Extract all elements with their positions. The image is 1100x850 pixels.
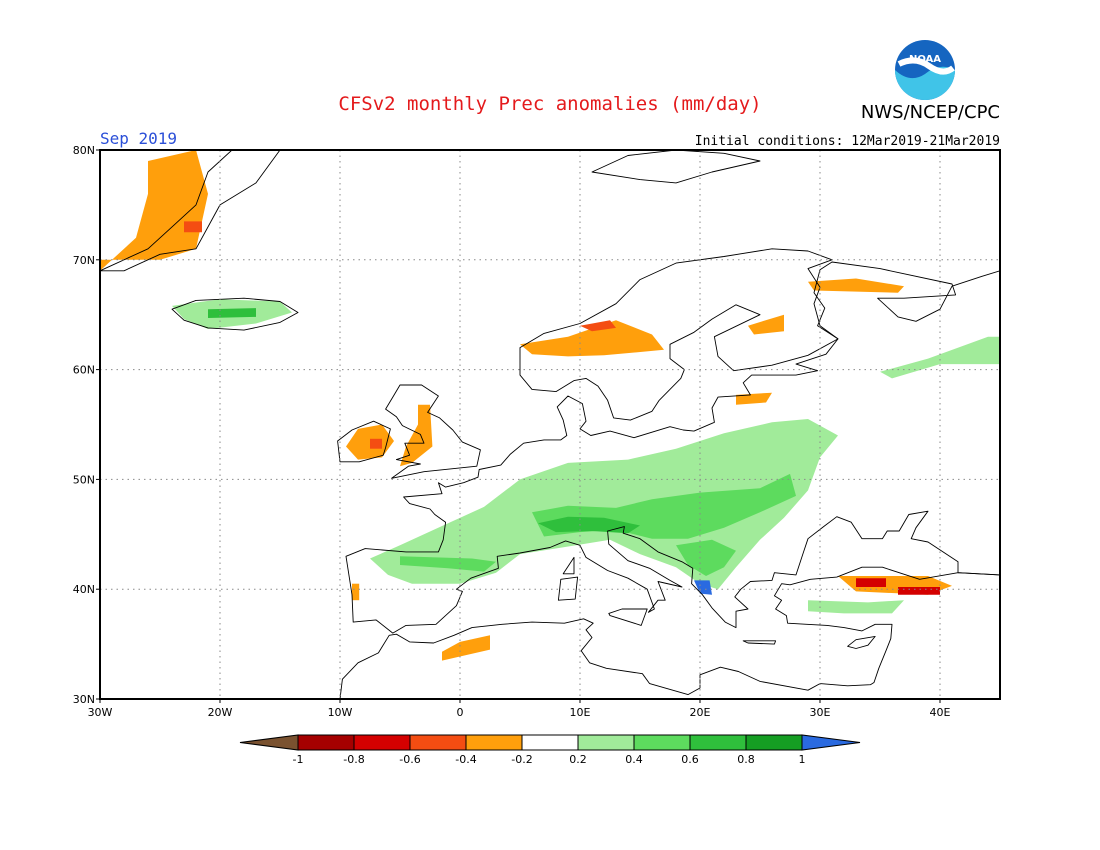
colorbar-swatch bbox=[577, 734, 635, 751]
anomaly-norway-dry bbox=[520, 320, 664, 357]
anomaly-morocco-dry bbox=[442, 635, 490, 661]
coastline-eurasia bbox=[345, 261, 1000, 634]
coastline-corsica bbox=[562, 556, 575, 575]
anomaly-spain-coast-dry bbox=[352, 583, 360, 601]
anomaly-ireland-very-dry bbox=[370, 438, 382, 449]
map-frame bbox=[99, 149, 1001, 700]
colorbar-tick-label: 0.6 bbox=[681, 753, 699, 766]
colorbar-tick-label: 0.4 bbox=[625, 753, 643, 766]
lon-tick-label: 10W bbox=[328, 706, 353, 719]
colorbar-swatch-low-arrow bbox=[239, 734, 299, 751]
colorbar-swatch bbox=[465, 734, 523, 751]
anomaly-albania-very-wet bbox=[694, 580, 712, 595]
colorbar-tick-label: -1 bbox=[293, 753, 304, 766]
coastline-crete bbox=[742, 640, 777, 645]
colorbar-swatch bbox=[353, 734, 411, 751]
colorbar-swatch bbox=[745, 734, 803, 751]
colorbar-tick-label: 1 bbox=[799, 753, 806, 766]
coastline-scandinavia bbox=[519, 248, 839, 421]
anomaly-iberia-wet bbox=[400, 556, 496, 572]
anomaly-turkey-very-dry bbox=[856, 578, 886, 587]
colorbar-swatch bbox=[409, 734, 467, 751]
lon-tick-label: 30E bbox=[810, 706, 831, 719]
map-background bbox=[100, 150, 1000, 699]
colorbar-swatch-high-arrow bbox=[801, 734, 861, 751]
anomaly-anatolia-wet bbox=[808, 600, 904, 614]
axis-labels: 30W 20W 10W 0 10E 20E 30E 40E 30N 40N 50N 60N 70N 80N bbox=[73, 144, 951, 719]
lon-tick-label: 40E bbox=[930, 706, 951, 719]
anomaly-kola-dry bbox=[808, 278, 904, 293]
anomaly-balkans-wet bbox=[676, 539, 736, 576]
initial-conditions-label: Initial conditions: 12Mar2019-21Mar2019 bbox=[695, 134, 1000, 149]
coastline-svalbard bbox=[591, 150, 761, 184]
lat-tick-label: 60N bbox=[73, 364, 95, 377]
lat-tick-label: 80N bbox=[73, 144, 95, 157]
lat-tick-label: 40N bbox=[73, 583, 95, 596]
coastline-great-britain bbox=[385, 384, 481, 479]
colorbar-swatch bbox=[689, 734, 747, 751]
coastline-ireland bbox=[337, 420, 391, 463]
colorbar-tick-label: -0.8 bbox=[343, 753, 364, 766]
figure-title: CFSv2 monthly Prec anomalies (mm/day) bbox=[338, 93, 761, 115]
map-panel bbox=[100, 150, 1000, 699]
colorbar-tick-label: 0.8 bbox=[737, 753, 755, 766]
coastline-sardinia bbox=[557, 576, 579, 601]
colorbar-tick-label: -0.6 bbox=[399, 753, 420, 766]
colorbar-swatch bbox=[297, 734, 355, 751]
lon-tick-label: 0 bbox=[457, 706, 464, 719]
agency-label: NWS/NCEP/CPC bbox=[861, 102, 1000, 123]
noaa-logo: NOAA bbox=[895, 40, 955, 100]
anomaly-norway-very-dry bbox=[580, 320, 616, 332]
colorbar: -1 -0.8 -0.6 -0.4 -0.2 0.2 0.4 0.6 0.8 1 bbox=[239, 734, 861, 766]
lon-tick-label: 20W bbox=[208, 706, 233, 719]
lat-tick-label: 70N bbox=[73, 254, 95, 267]
colorbar-swatch bbox=[521, 734, 579, 751]
noaa-logo-text: NOAA bbox=[909, 54, 941, 65]
lon-tick-label: 30W bbox=[88, 706, 113, 719]
month-label: Sep 2019 bbox=[100, 129, 177, 148]
colorbar-swatch bbox=[633, 734, 691, 751]
colorbar-tick-label: -0.4 bbox=[455, 753, 476, 766]
anomaly-russia-wet bbox=[880, 336, 1000, 379]
anomaly-finland-dry bbox=[748, 314, 784, 335]
coastline-north-africa bbox=[339, 566, 1000, 699]
coastline-cyprus bbox=[847, 635, 876, 649]
anomaly-turkey-east-very-dry bbox=[898, 587, 940, 595]
anomaly-greenland-very-dry bbox=[184, 221, 202, 233]
graticule bbox=[100, 150, 1000, 699]
lat-tick-label: 30N bbox=[73, 693, 95, 706]
colorbar-tick-label: -0.2 bbox=[511, 753, 532, 766]
lon-tick-label: 20E bbox=[690, 706, 711, 719]
lat-tick-label: 50N bbox=[73, 473, 95, 486]
anomaly-layer bbox=[100, 150, 1000, 661]
anomaly-iceland-wetter bbox=[208, 308, 256, 318]
coastline-sicily bbox=[608, 608, 648, 626]
anomaly-greenland-dry bbox=[100, 150, 208, 271]
lon-tick-label: 10E bbox=[570, 706, 591, 719]
colorbar-tick-label: 0.2 bbox=[569, 753, 587, 766]
coastline-greenland bbox=[100, 150, 281, 272]
